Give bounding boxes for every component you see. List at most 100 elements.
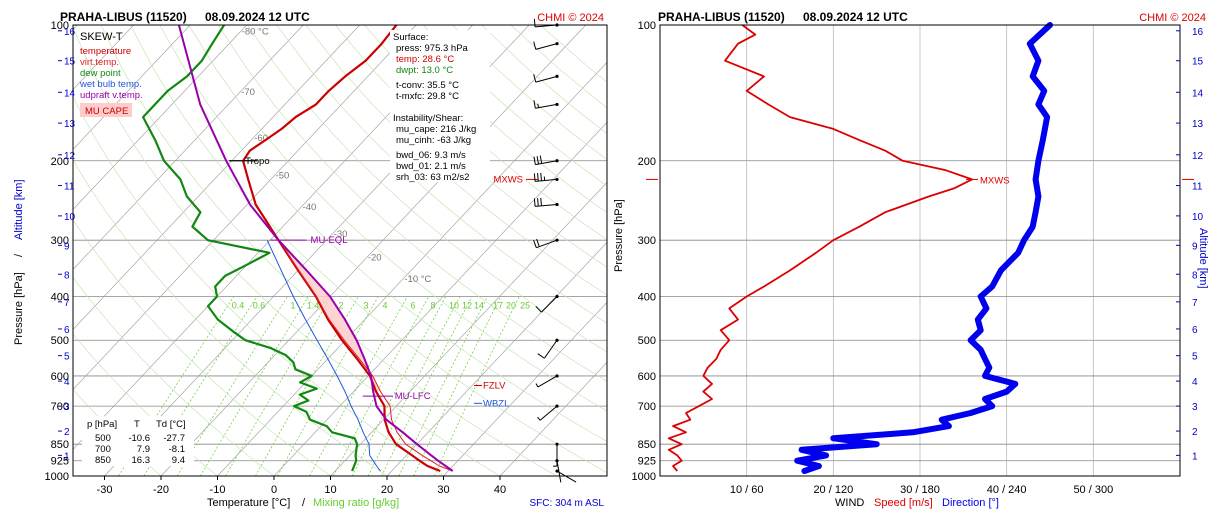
ylabel-altitude: Altitude [km] (13, 179, 25, 240)
pressure-tick-label: 1000 (45, 471, 69, 483)
wind-plot-area: MXWS (667, 22, 1053, 474)
dry-adiabat-line (393, 25, 607, 213)
barb-staff (535, 103, 558, 109)
mu-eql-label: MU-EQL (311, 235, 348, 246)
skewt-frame (72, 24, 608, 477)
mxws-label: MXWS (493, 174, 523, 185)
barb-staff (556, 460, 562, 483)
barb-flag (536, 156, 539, 165)
altitude-tick-label: 10 (64, 212, 76, 223)
pressure-tick-label: 200 (51, 156, 69, 168)
wind-copyright: CHMI © 2024 (1139, 12, 1206, 24)
pressure-tick-label: 500 (51, 335, 69, 347)
wind-x-tick-label: 40 / 240 (987, 484, 1027, 496)
wind-frame (659, 24, 1181, 477)
wind-barb (553, 442, 559, 467)
isotherm-label: -30 (334, 229, 348, 240)
levels-row-p: 700 (95, 444, 111, 455)
mixing-ratio-label: 0.6 (253, 301, 266, 311)
mixing-ratio-label: 10 (449, 301, 459, 311)
dry-adiabat-line (247, 25, 607, 353)
wind-barb (537, 404, 559, 421)
altitude-tick-label: 14 (64, 88, 76, 99)
barb-staff (541, 296, 558, 313)
info-temp: temp: 28.6 °C (396, 54, 454, 65)
barb-flag (537, 198, 539, 207)
wind-datetime: 08.09.2024 12 UTC (803, 10, 908, 24)
altitude-tick-label: 6 (64, 325, 70, 336)
wind-pressure-tick-label: 400 (638, 292, 656, 304)
dry-adiabat-line (276, 25, 607, 324)
wind-altitude-tick-label: 13 (1192, 119, 1204, 130)
wind-barb (537, 338, 559, 359)
pressure-tick-label: 850 (51, 439, 69, 451)
temperature-tick-label: 10 (324, 484, 336, 496)
wind-mxws-label: MXWS (980, 175, 1010, 186)
wind-title: PRAHA-LIBUS (11520) (658, 10, 785, 24)
barb-station (555, 42, 559, 46)
mixing-ratio-label: 2 (338, 301, 343, 311)
wbzl-label: WBZL (483, 398, 509, 409)
barb-station (555, 159, 559, 163)
levels-row-t: 7.9 (137, 444, 150, 455)
altitude-tick-label: 9 (64, 241, 70, 252)
dry-adiabat-line (159, 25, 607, 442)
altitude-tick-label: 2 (64, 427, 70, 438)
isotherm-line (386, 241, 607, 476)
barb-staff (537, 375, 558, 388)
virt-temp-line (278, 239, 453, 472)
skewt-diagram-label: SKEW-T (80, 31, 123, 43)
skewt-datetime: 08.09.2024 12 UTC (205, 10, 310, 24)
wind-barb (533, 197, 559, 207)
altitude-tick-label: 12 (64, 151, 76, 162)
legend-temperature: temperature (80, 46, 131, 57)
mixing-ratio-label: 14 (474, 301, 484, 311)
wet-bulb-line (266, 239, 381, 472)
wind-barb (533, 172, 559, 182)
barb-staff (535, 75, 558, 83)
xlabel-temperature: Temperature [°C] (207, 497, 290, 509)
wind-pressure-tick-label: 100 (638, 20, 656, 32)
barb-flag (533, 100, 536, 109)
surface-info-box: Surface: press: 975.3 hPa temp: 28.6 °C … (390, 30, 490, 183)
info-bwd-06: bwd_06: 9.3 m/s (396, 150, 466, 161)
wind-axes: 1002003004005006007008509251000123456789… (632, 20, 1204, 496)
wind-barb (535, 294, 559, 313)
barb-station (555, 294, 559, 299)
temperature-tick-label: 40 (494, 484, 506, 496)
levels-row-p: 850 (95, 455, 111, 466)
levels-row-t: 16.3 (132, 455, 151, 466)
barb-flag (540, 172, 542, 181)
skewt-title: PRAHA-LIBUS (11520) (60, 10, 187, 24)
wind-xlabel: WIND Speed [m/s] Direction [°] (835, 497, 999, 509)
temperature-tick-label: 20 (381, 484, 393, 496)
mu-lfc-label: MU-LFC (395, 391, 431, 402)
dry-adiabat-line (130, 25, 607, 473)
wind-altitude-tick-label: 15 (1192, 57, 1204, 68)
dry-adiabat-line (100, 25, 557, 476)
skewt-ylabel: Pressure [hPa] / Altitude [km] (13, 179, 25, 345)
wind-barb (533, 100, 559, 109)
wind-altitude-tick-label: 5 (1192, 352, 1198, 363)
levels-header-td: Td [°C] (156, 419, 186, 430)
legend-updraft: udpraft v.temp. (80, 90, 143, 101)
mixing-ratio-line (225, 296, 332, 476)
mixing-ratio-label: 0.4 (232, 301, 245, 311)
barb-flag (533, 74, 537, 83)
altitude-tick-label: 1 (64, 451, 70, 462)
info-mu-cape: mu_cape: 216 J/kg (396, 124, 476, 135)
wind-pressure-tick-label: 500 (638, 335, 656, 347)
isotherm-line (73, 25, 304, 270)
barb-station (555, 469, 559, 473)
barb-station (555, 404, 559, 408)
wind-altitude-tick-label: 16 (1192, 27, 1204, 38)
info-tmxfc: t-mxfc: 29.8 °C (396, 91, 459, 102)
xlabel-mixing: Mixing ratio [g/kg] (313, 497, 399, 509)
info-srh-03: srh_03: 63 m2/s2 (396, 172, 469, 183)
wind-altitude-tick-label: 12 (1192, 151, 1204, 162)
dry-adiabat-line (305, 25, 607, 296)
barb-flag (535, 306, 542, 313)
updraft-line (177, 25, 454, 472)
wind-barbs: FZLV WBZL MXWS (474, 18, 577, 483)
